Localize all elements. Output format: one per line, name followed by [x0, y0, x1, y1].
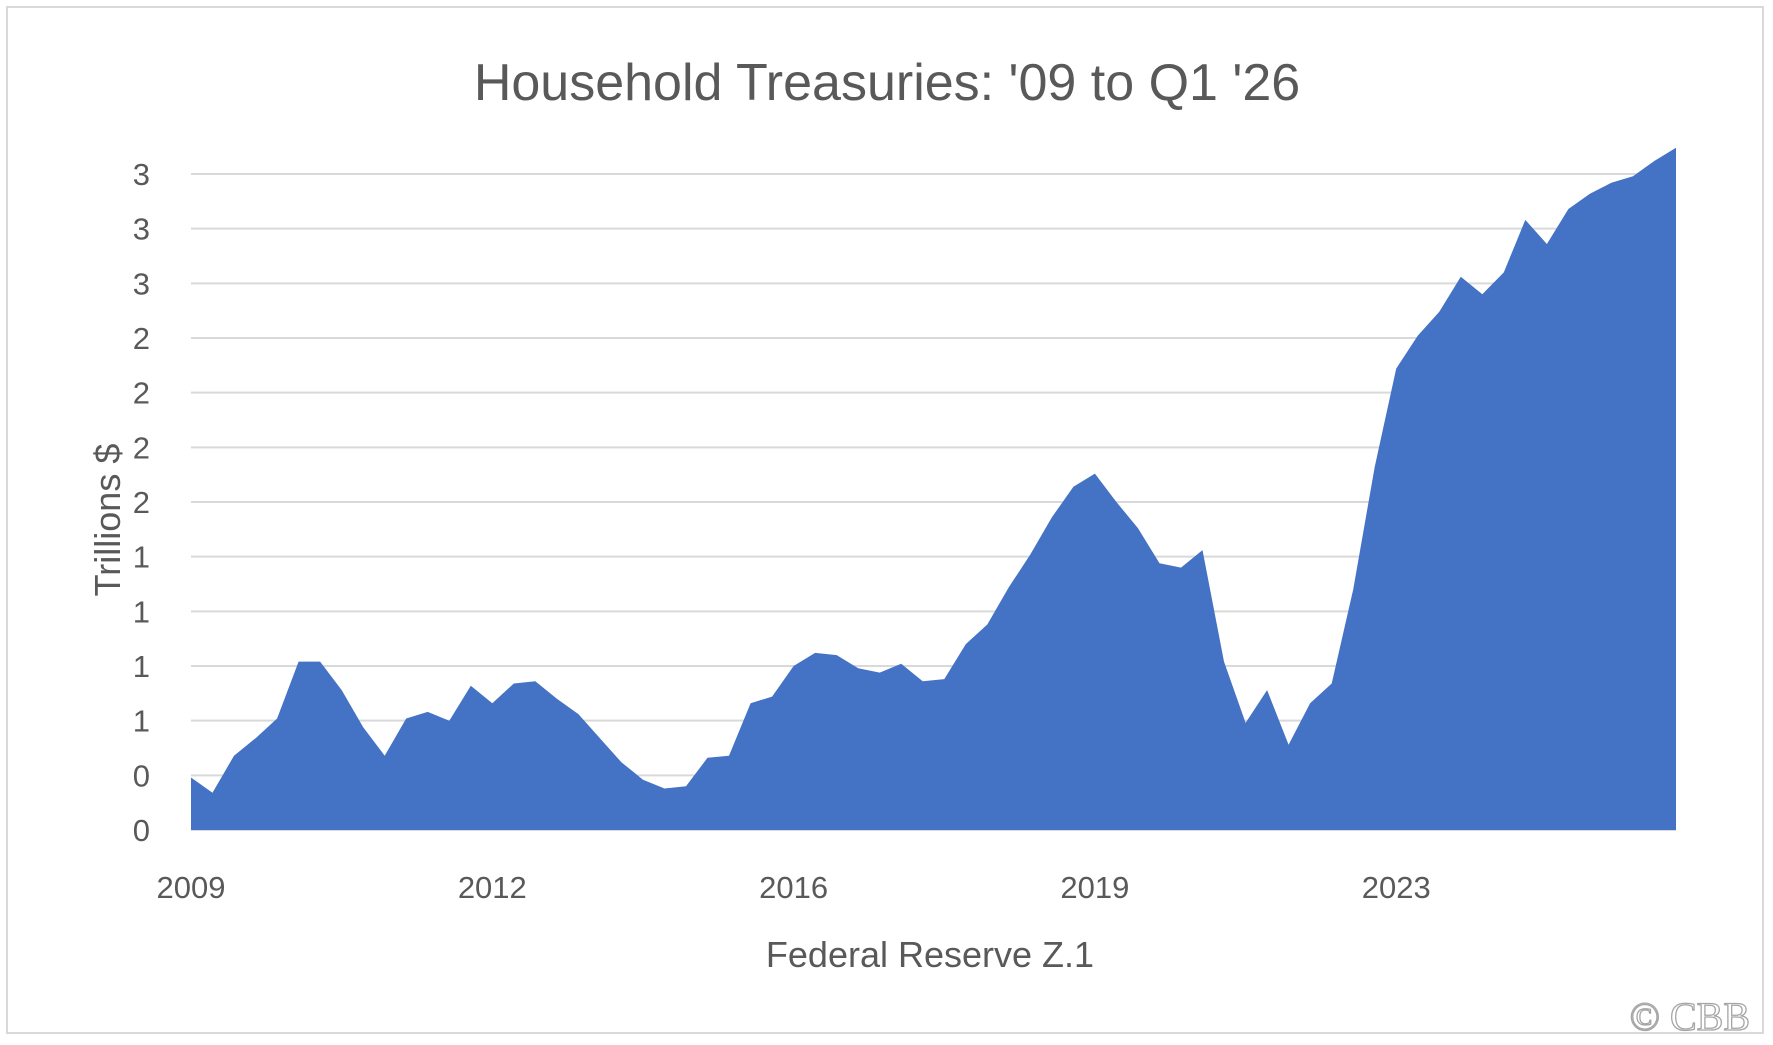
watermark: © CBB — [1630, 994, 1750, 1039]
x-tick-label: 2009 — [157, 870, 226, 905]
y-tick-label: 3 — [133, 157, 150, 192]
y-tick-label: 3 — [133, 266, 150, 301]
y-tick-label: 0 — [133, 813, 150, 848]
y-tick-label: 0 — [133, 758, 150, 793]
y-tick-label: 2 — [133, 376, 150, 411]
x-axis-title: Federal Reserve Z.1 — [766, 934, 1094, 975]
y-tick-label: 2 — [133, 485, 150, 520]
series-area — [191, 147, 1676, 831]
y-tick-label: 1 — [133, 649, 150, 684]
y-axis-title: Trillions $ — [87, 444, 128, 597]
y-tick-label: 2 — [133, 430, 150, 465]
y-tick-label: 2 — [133, 321, 150, 356]
y-tick-label: 1 — [133, 540, 150, 575]
chart-title: Household Treasuries: '09 to Q1 '26 — [474, 54, 1300, 112]
y-tick-label: 1 — [133, 594, 150, 629]
x-tick-label: 2016 — [759, 870, 828, 905]
x-axis-ticks: 2009 2012 2016 2019 2023 — [157, 870, 1431, 905]
x-tick-label: 2012 — [458, 870, 527, 905]
y-axis-ticks: 0 0 1 1 1 1 2 2 2 2 3 3 3 — [133, 157, 150, 848]
x-tick-label: 2019 — [1060, 870, 1129, 905]
x-tick-label: 2023 — [1362, 870, 1431, 905]
y-tick-label: 1 — [133, 704, 150, 739]
y-tick-label: 3 — [133, 212, 150, 247]
